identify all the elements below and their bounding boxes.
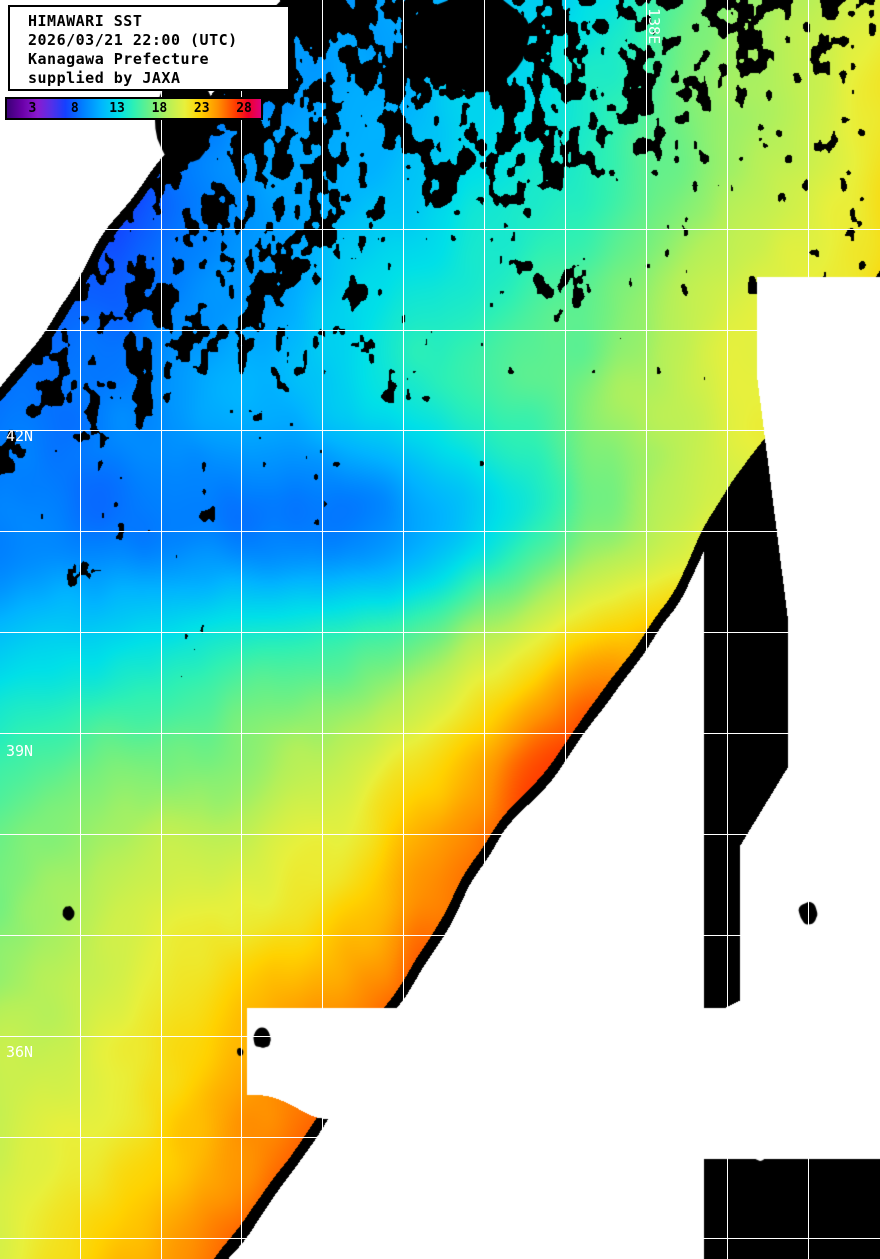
temperature-colorbar: 3 8 13 18 23 28	[5, 97, 263, 120]
colorbar-tick-3: 3	[28, 101, 37, 116]
colorbar-tick-13: 13	[109, 101, 125, 116]
colorbar-tick-28: 28	[236, 101, 252, 116]
title-line-source: supplied by JAXA	[28, 69, 181, 87]
colorbar-tick-8: 8	[70, 101, 79, 116]
colorbar-tick-23: 23	[193, 101, 210, 116]
colorbar-tick-labels: 3 8 13 18 23 28	[7, 99, 261, 118]
title-line-product: HIMAWARI SST	[28, 12, 143, 30]
title-box: HIMAWARI SST 2026/03/21 22:00 (UTC) Kana…	[8, 5, 290, 91]
colorbar-gradient	[7, 99, 261, 118]
colorbar-tick-18: 18	[151, 101, 168, 116]
title-line-region: Kanagawa Prefecture	[28, 50, 210, 68]
title-line-datetime: 2026/03/21 22:00 (UTC)	[28, 31, 238, 49]
